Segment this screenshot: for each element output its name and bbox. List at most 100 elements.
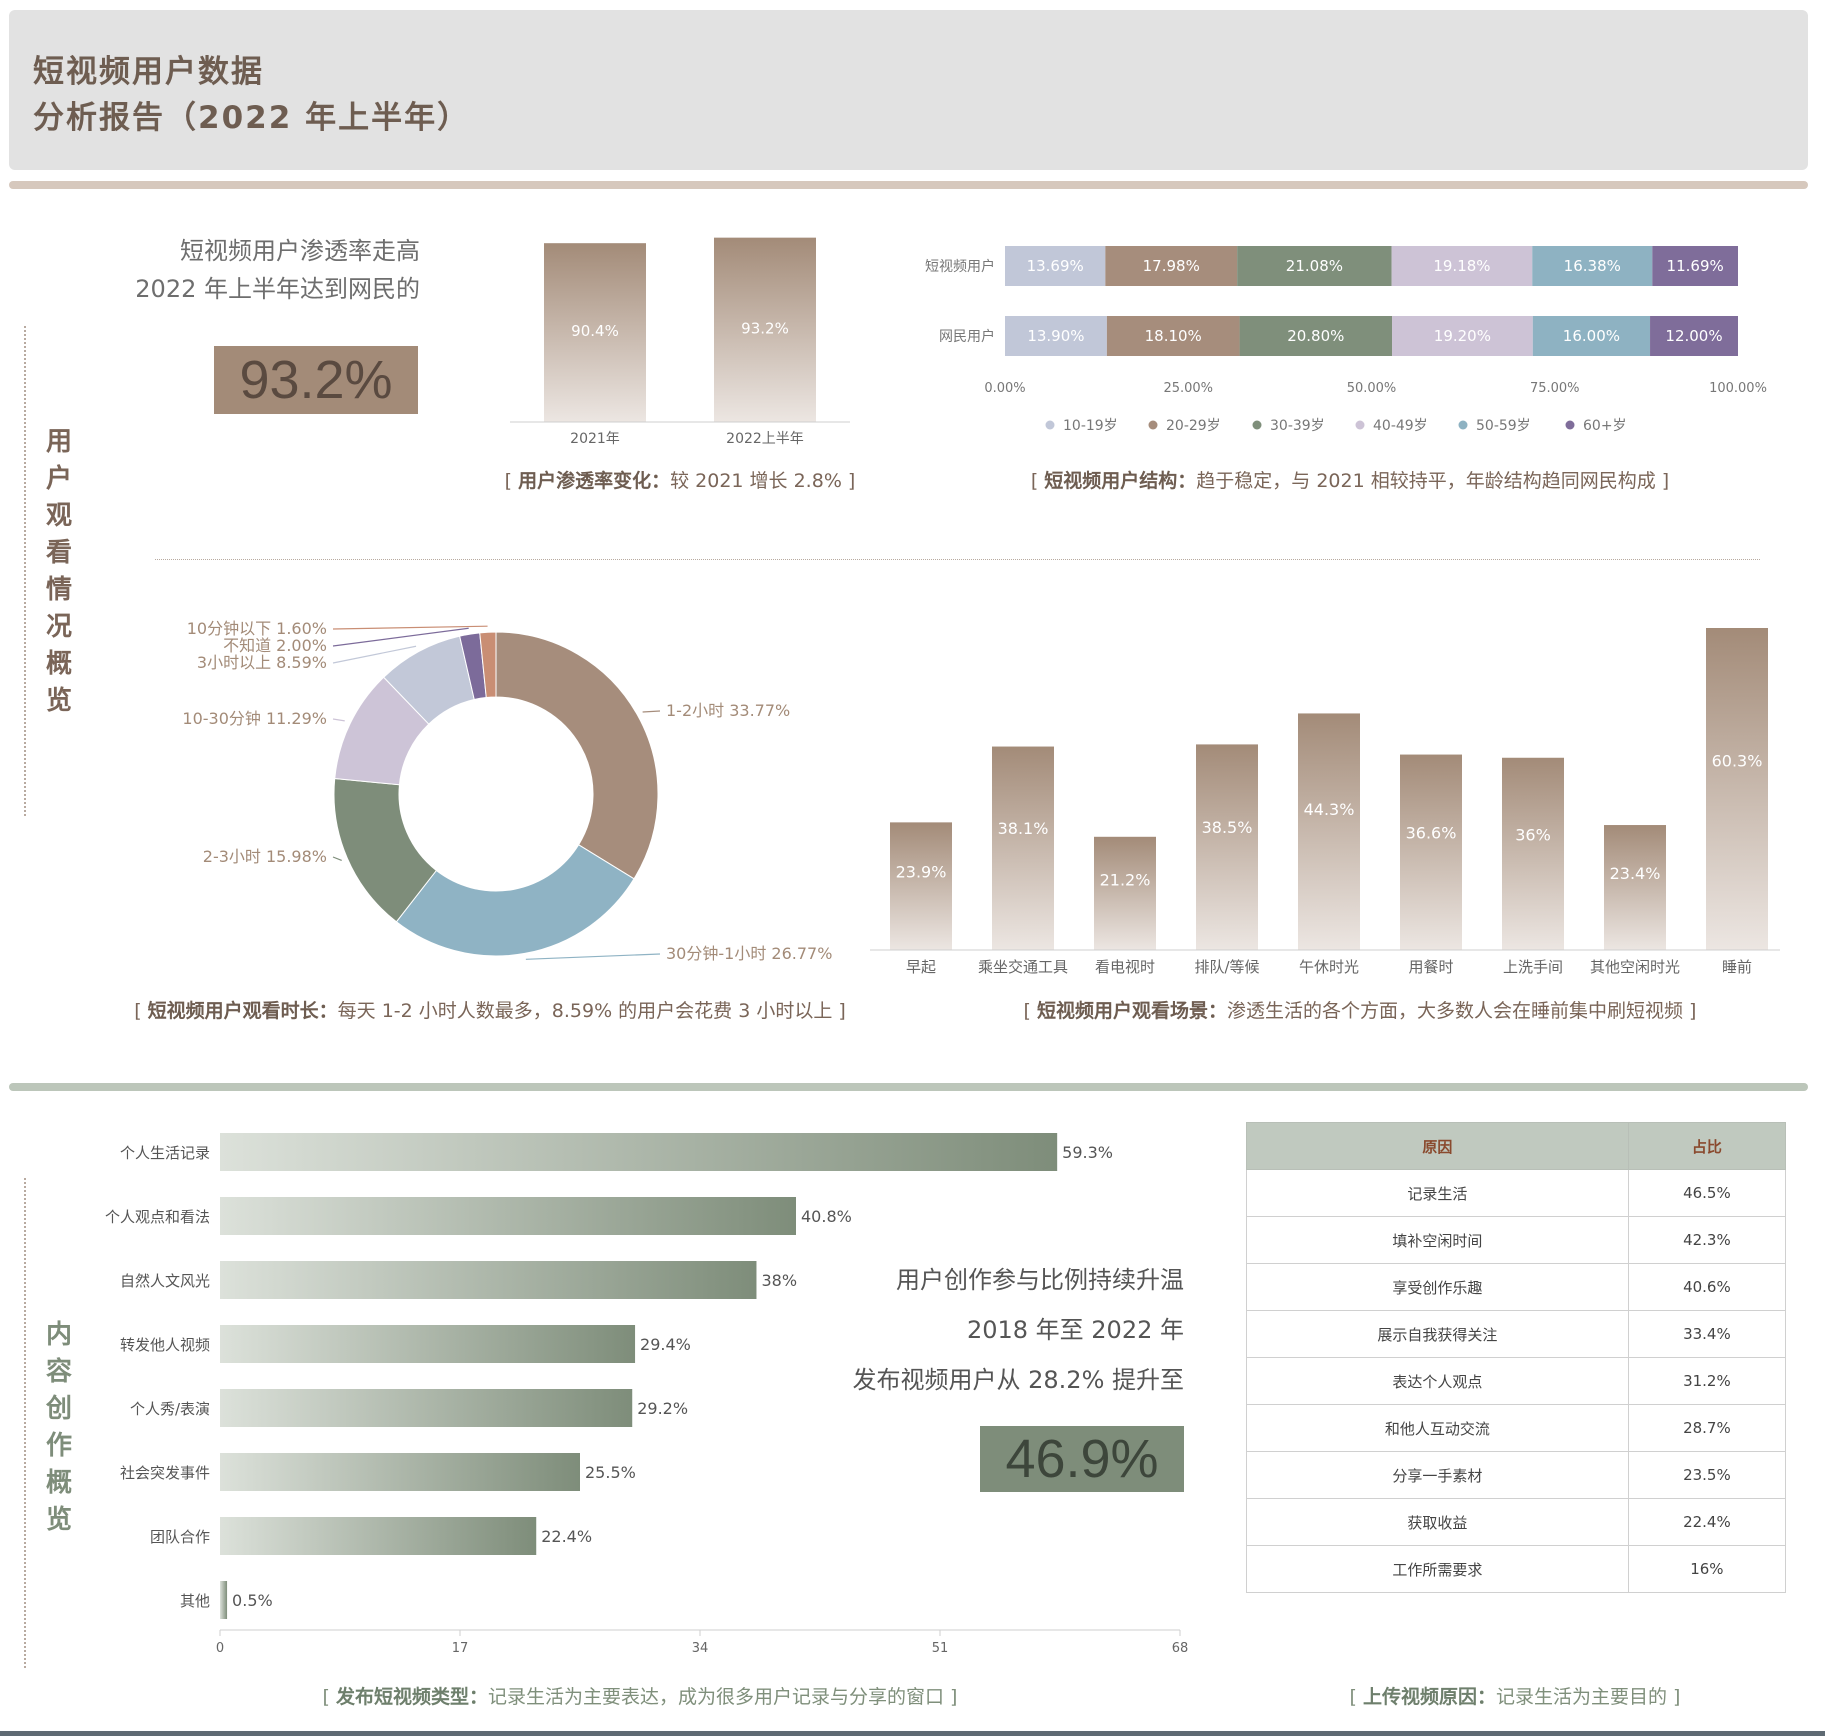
table-row: 表达个人观点 31.2% bbox=[1246, 1357, 1787, 1405]
donut-leader-line bbox=[332, 645, 417, 664]
age-segment-label: 11.69% bbox=[1667, 257, 1724, 275]
donut-slice-label: 不知道 2.00% bbox=[223, 636, 327, 655]
section-divider-creation bbox=[9, 1083, 1808, 1091]
video-type-value: 22.4% bbox=[541, 1527, 592, 1546]
video-type-x-tick: 51 bbox=[932, 1641, 949, 1656]
age-segment-label: 16.00% bbox=[1563, 327, 1620, 345]
scene-bar bbox=[1196, 744, 1258, 950]
video-type-bar bbox=[220, 1325, 636, 1363]
report-header: 短视频用户数据 分析报告（2022 年上半年） bbox=[9, 10, 1808, 170]
age-legend-marker bbox=[1148, 420, 1158, 430]
video-type-bar bbox=[220, 1453, 580, 1491]
table-cell: 记录生活 bbox=[1246, 1169, 1629, 1217]
scene-category-label: 乘坐交通工具 bbox=[978, 958, 1068, 976]
penetration-value-box: 93.2% bbox=[214, 346, 418, 414]
scene-bar bbox=[1604, 825, 1666, 950]
scene-bar bbox=[1706, 627, 1768, 950]
donut-leader-line bbox=[525, 953, 661, 960]
age-segment-label: 19.18% bbox=[1433, 257, 1490, 275]
table-cell: 28.7% bbox=[1627, 1404, 1787, 1452]
age-segment bbox=[1391, 246, 1533, 286]
age-x-tick: 75.00% bbox=[1530, 381, 1580, 396]
donut-slice bbox=[495, 631, 659, 880]
penetration-bar-label: 93.2% bbox=[741, 320, 789, 338]
age-segment-label: 16.38% bbox=[1564, 257, 1621, 275]
video-type-value: 0.5% bbox=[232, 1591, 273, 1610]
video-type-bar bbox=[220, 1517, 537, 1555]
section-side-line-2 bbox=[24, 1178, 26, 1668]
donut-slice-label: 10分钟以下 1.60% bbox=[187, 619, 327, 638]
penetration-bar-chart: 90.4% 2021年 93.2% 2022上半年 bbox=[510, 237, 850, 447]
scene-bar bbox=[1502, 757, 1564, 950]
section-label-creation: 内容创作概览 bbox=[37, 1317, 81, 1539]
donut-leader-line bbox=[332, 627, 469, 647]
upload-reason-table: 原因 占比 记录生活 46.5% 填补空闲时间 42.3% 享受创作乐趣 40.6% 展示自我… bbox=[1246, 1122, 1787, 1593]
watch-time-donut-chart: 1-2小时 33.77% 30分钟-1小时 26.77% 2-3小时 15.98% 1… bbox=[182, 619, 832, 963]
video-type-label: 社会突发事件 bbox=[120, 1464, 210, 1482]
section-label-char: 览 bbox=[45, 1505, 72, 1535]
page-bottom-border bbox=[0, 1731, 1825, 1736]
video-type-label: 个人生活记录 bbox=[120, 1144, 210, 1162]
video-type-label: 团队合作 bbox=[150, 1528, 210, 1546]
age-row-label: 短视频用户 bbox=[925, 258, 995, 275]
table-cell: 31.2% bbox=[1627, 1357, 1787, 1405]
section-label-char: 户 bbox=[45, 464, 72, 494]
table-cell: 40.6% bbox=[1627, 1263, 1787, 1311]
age-legend-marker bbox=[1045, 420, 1055, 430]
table-cell: 22.4% bbox=[1627, 1498, 1787, 1546]
donut-leader-line bbox=[332, 856, 342, 861]
video-type-label: 自然人文风光 bbox=[120, 1272, 210, 1290]
caption-video-type: [ 发布短视频类型：记录生活为主要表达，成为很多用户记录与分享的窗口 ] bbox=[322, 1686, 958, 1708]
scene-bar-label: 23.9% bbox=[896, 862, 947, 881]
table-row: 工作所需要求 16% bbox=[1246, 1545, 1787, 1593]
creation-text: 用户创作参与比例持续升温 2018 年至 2022 年 发布视频用户从 28.2… bbox=[800, 1255, 1185, 1405]
penetration-category-label: 2022上半年 bbox=[726, 431, 804, 447]
video-type-bar bbox=[220, 1389, 633, 1427]
section-label-char: 概 bbox=[45, 649, 72, 679]
donut-leader-line bbox=[642, 710, 661, 713]
age-segment bbox=[1005, 246, 1106, 286]
scene-bar-label: 38.1% bbox=[998, 819, 1049, 838]
scene-category-label: 上洗手间 bbox=[1503, 958, 1563, 976]
video-type-label: 个人秀/表演 bbox=[130, 1400, 210, 1418]
table-row: 享受创作乐趣 40.6% bbox=[1246, 1263, 1787, 1311]
section-divider-top bbox=[9, 181, 1808, 189]
age-segment-label: 13.69% bbox=[1027, 257, 1084, 275]
section-label-char: 创 bbox=[45, 1394, 72, 1424]
age-segment bbox=[1237, 246, 1392, 286]
age-segment-label: 12.00% bbox=[1665, 327, 1722, 345]
age-segment-label: 18.10% bbox=[1145, 327, 1202, 345]
report-title-line1: 短视频用户数据 bbox=[33, 54, 264, 90]
age-x-tick: 25.00% bbox=[1163, 381, 1213, 396]
table-cell: 42.3% bbox=[1627, 1216, 1787, 1264]
age-legend-marker bbox=[1355, 420, 1365, 430]
scene-bar-label: 21.2% bbox=[1100, 870, 1151, 889]
scene-bar bbox=[1298, 713, 1360, 950]
donut-slice-label: 3小时以上 8.59% bbox=[197, 653, 327, 672]
video-type-bar bbox=[220, 1581, 228, 1619]
penetration-bar bbox=[544, 243, 646, 422]
watch-scene-bar-chart: 23.9% 早起 38.1% 乘坐交通工具 21.2% 看电视时 38.5% 排队/等候 44.… bbox=[870, 627, 1780, 976]
penetration-line1: 短视频用户渗透率走高 bbox=[180, 237, 420, 265]
table-cell: 表达个人观点 bbox=[1246, 1357, 1629, 1405]
age-segment-label: 13.90% bbox=[1027, 327, 1084, 345]
age-segment-label: 19.20% bbox=[1434, 327, 1491, 345]
caption-watch-time: [ 短视频用户观看时长：每天 1-2 小时人数最多，8.59% 的用户会花费 3… bbox=[134, 1000, 846, 1022]
creation-line3: 发布视频用户从 28.2% 提升至 bbox=[852, 1366, 1185, 1394]
table-cell: 展示自我获得关注 bbox=[1246, 1310, 1629, 1358]
scene-category-label: 午休时光 bbox=[1299, 958, 1359, 976]
age-structure-chart: 0.00% 25.00% 50.00% 75.00% 100.00%短视频用户网民用户 … bbox=[925, 246, 1767, 434]
table-cell: 享受创作乐趣 bbox=[1246, 1263, 1629, 1311]
video-type-bar-chart: 个人生活记录 59.3% 个人观点和看法 40.8% 自然人文风光 38% 转发他人视频 29… bbox=[105, 1133, 1188, 1656]
age-legend-label: 60+岁 bbox=[1583, 418, 1627, 434]
donut-leader-line bbox=[332, 625, 488, 630]
scene-category-label: 用餐时 bbox=[1408, 958, 1453, 976]
section-label-char: 概 bbox=[45, 1468, 72, 1498]
video-type-label: 其他 bbox=[180, 1592, 210, 1610]
table-header-cell: 原因 bbox=[1246, 1122, 1629, 1170]
section-label-char: 容 bbox=[45, 1357, 72, 1387]
video-type-x-tick: 0 bbox=[216, 1641, 224, 1656]
age-legend-label: 10-19岁 bbox=[1063, 418, 1118, 434]
video-type-label: 转发他人视频 bbox=[120, 1336, 210, 1354]
table-row: 和他人互动交流 28.7% bbox=[1246, 1404, 1787, 1452]
